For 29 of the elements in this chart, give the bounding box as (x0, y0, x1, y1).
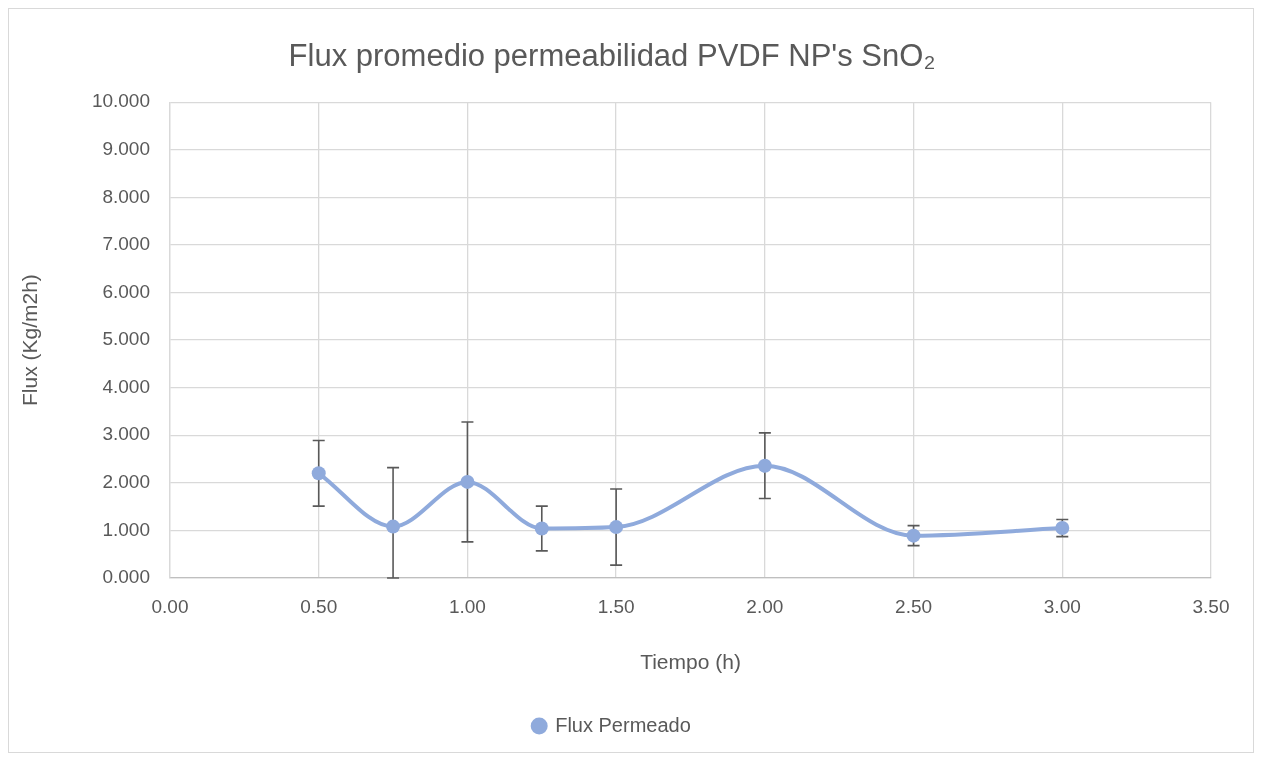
y-tick-label: 7.000 (102, 233, 150, 255)
x-tick-label: 2.00 (746, 595, 784, 617)
point (386, 519, 401, 534)
x-tick-label: 0.50 (300, 595, 338, 617)
y-tick-label: 0.000 (102, 566, 150, 588)
legend-label: Flux Permeado (555, 713, 691, 736)
x-tick-label: 3.50 (1192, 595, 1230, 617)
y-axis-title: Flux (Kg/m2h) (18, 274, 42, 407)
point (460, 474, 475, 489)
point (757, 458, 772, 473)
point (534, 521, 549, 536)
y-tick-label: 2.000 (102, 471, 150, 493)
x-tick-label: 1.00 (448, 595, 486, 617)
y-tick-label: 6.000 (102, 280, 150, 302)
y-tick-label: 4.000 (102, 375, 150, 397)
x-tick-label: 0.00 (151, 595, 189, 617)
y-tick-label: 1.000 (102, 518, 150, 540)
x-tick-label: 2.50 (895, 595, 933, 617)
y-tick-label: 3.000 (102, 423, 150, 445)
x-axis-title: Tiempo (h) (640, 650, 741, 674)
point (609, 520, 624, 535)
point (311, 466, 326, 481)
y-tick-label: 9.000 (102, 138, 150, 160)
y-tick-label: 5.000 (102, 328, 150, 350)
chart-title: Flux promedio permeabilidad PVDF NP's SnO₂ (288, 38, 936, 74)
x-tick-label: 1.50 (597, 595, 635, 617)
y-tick-label: 8.000 (102, 185, 150, 207)
y-tick-label: 10.000 (91, 90, 150, 112)
x-tick-label: 3.00 (1043, 595, 1081, 617)
